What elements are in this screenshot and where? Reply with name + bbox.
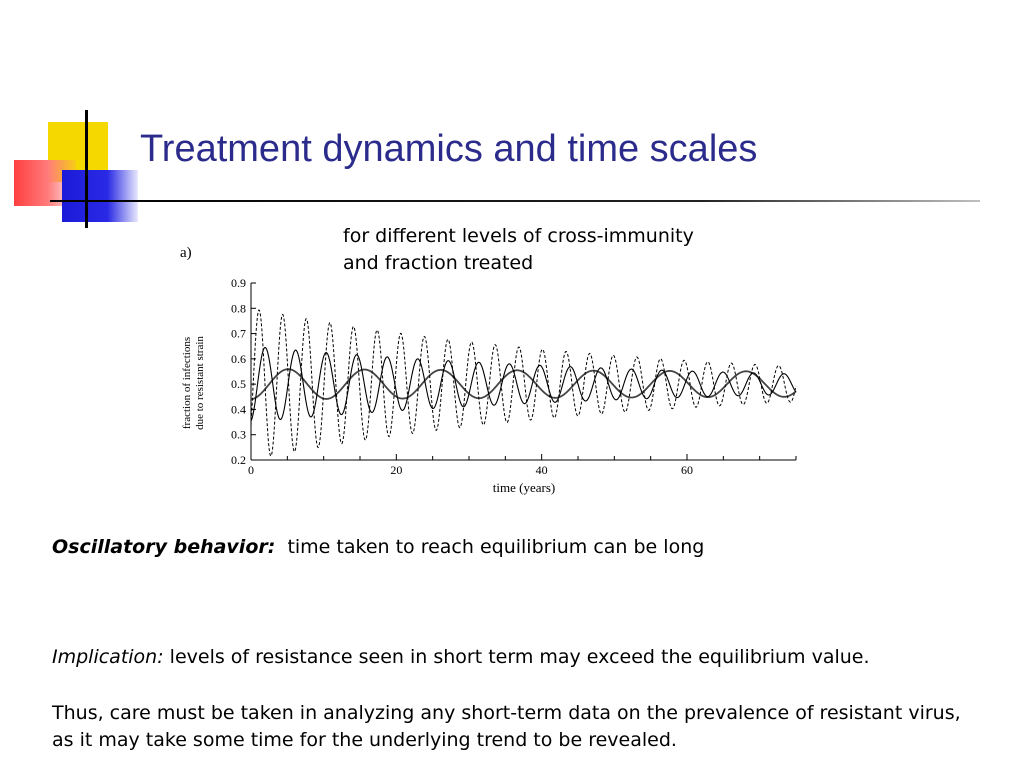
- x-tick-label: 0: [248, 463, 254, 477]
- x-tick-label: 20: [390, 463, 402, 477]
- y-tick-label: 0.7: [231, 327, 246, 341]
- slide-title: Treatment dynamics and time scales: [140, 128, 758, 170]
- oscillatory-note: Oscillatory behavior: time taken to reac…: [52, 536, 704, 558]
- chart-subtitle: for different levels of cross-immunity a…: [343, 223, 694, 277]
- conclusion-line-1: Thus, care must be taken in analyzing an…: [52, 702, 961, 724]
- chart-series: [250, 309, 797, 457]
- panel-label: a): [180, 245, 192, 261]
- x-axis-ticks: 0 20 40 60: [248, 454, 797, 477]
- series-line-solid-thick: [250, 368, 797, 401]
- series-line-dashed: [250, 309, 797, 457]
- implication-note: Implication: levels of resistance seen i…: [52, 646, 870, 668]
- conclusion-line-2: as it may take some time for the underly…: [52, 729, 677, 751]
- chart-axes: [250, 283, 796, 461]
- subtitle-line-2: and fraction treated: [343, 252, 534, 274]
- x-tick-label: 40: [536, 463, 548, 477]
- x-tick-label: 60: [681, 463, 693, 477]
- title-underline: [50, 200, 980, 202]
- oscillatory-text: time taken to reach equilibrium can be l…: [287, 536, 705, 558]
- y-tick-label: 0.8: [231, 301, 246, 315]
- y-axis-label-line-2: due to resistant strain: [194, 336, 206, 430]
- y-axis-label-line-1: fraction of infections: [181, 337, 193, 429]
- y-tick-label: 0.5: [231, 377, 246, 391]
- oscillation-chart: a) 0.2 0.3 0.4 0.5 0.6 0.7 0.8 0.9 0 20 40 60 time…: [180, 245, 797, 495]
- subtitle-line-1: for different levels of cross-immunity: [343, 225, 694, 247]
- series-line-solid-thin: [250, 346, 797, 422]
- decor-vertical-line: [85, 110, 88, 228]
- y-tick-label: 0.2: [231, 453, 246, 467]
- y-tick-label: 0.9: [231, 276, 246, 290]
- implication-text: levels of resistance seen in short term …: [169, 646, 870, 668]
- y-axis-label: fraction of infections due to resistant …: [181, 336, 206, 430]
- conclusion-note: Thus, care must be taken in analyzing an…: [52, 700, 961, 754]
- oscillatory-lead: Oscillatory behavior:: [52, 536, 276, 558]
- y-tick-label: 0.3: [231, 428, 246, 442]
- y-tick-label: 0.6: [231, 352, 246, 366]
- implication-lead: Implication:: [52, 646, 164, 668]
- y-tick-label: 0.4: [231, 402, 246, 416]
- x-axis-label: time (years): [493, 480, 555, 495]
- y-axis-ticks: 0.2 0.3 0.4 0.5 0.6 0.7 0.8 0.9: [231, 276, 256, 467]
- decor-blue-square: [62, 170, 138, 222]
